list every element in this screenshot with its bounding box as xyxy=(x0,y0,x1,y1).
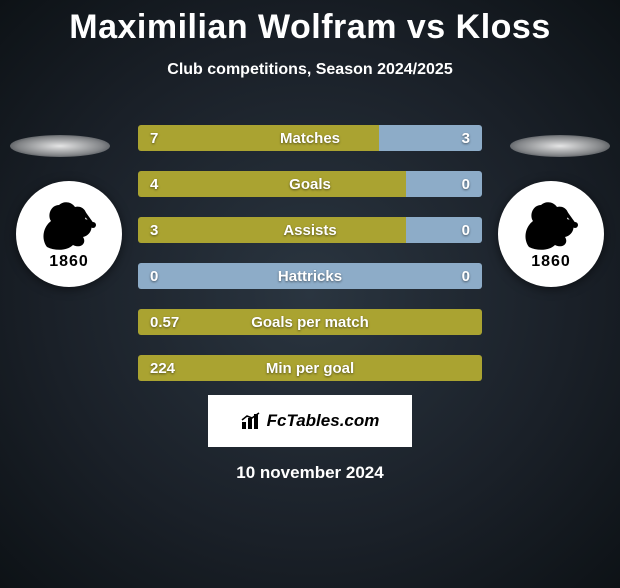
date-text: 10 november 2024 xyxy=(0,463,620,483)
lion-crest-icon xyxy=(37,197,101,251)
page-subtitle: Club competitions, Season 2024/2025 xyxy=(0,61,620,79)
attribution-badge: FcTables.com xyxy=(210,397,410,445)
team-badge-left: 1860 xyxy=(16,181,122,287)
stat-value-right: 3 xyxy=(462,130,470,147)
stat-bar-left-segment: 0 xyxy=(138,263,310,289)
stat-bar-right-segment: 0 xyxy=(406,217,482,243)
badge-year-left: 1860 xyxy=(49,253,89,271)
shadow-left xyxy=(10,135,110,157)
page-title: Maximilian Wolfram vs Kloss xyxy=(0,8,620,47)
stat-bar-left-segment: 224 xyxy=(138,355,470,381)
stat-bar-left-segment: 4 xyxy=(138,171,406,197)
lion-crest-icon xyxy=(519,197,583,251)
stat-bar-right-segment xyxy=(470,309,482,335)
stat-bar-right-segment: 0 xyxy=(310,263,482,289)
stat-bar-left-segment: 0.57 xyxy=(138,309,470,335)
stat-value-right: 0 xyxy=(462,222,470,239)
stat-bar: 224Min per goal xyxy=(138,355,482,381)
chart-icon xyxy=(241,412,263,430)
shadow-right xyxy=(510,135,610,157)
stat-value-left: 224 xyxy=(150,360,175,377)
stat-bar: 73Matches xyxy=(138,125,482,151)
stat-value-left: 4 xyxy=(150,176,158,193)
stat-bar: 30Assists xyxy=(138,217,482,243)
stat-bar: 00Hattricks xyxy=(138,263,482,289)
badge-year-right: 1860 xyxy=(531,253,571,271)
comparison-stage: 1860 1860 73Matches40Goals30Assists00Hat… xyxy=(0,125,620,385)
stat-bar-left-segment: 3 xyxy=(138,217,406,243)
stat-value-right: 0 xyxy=(462,176,470,193)
stat-bar-right-segment: 0 xyxy=(406,171,482,197)
stat-bar-right-segment xyxy=(470,355,482,381)
stat-value-left: 7 xyxy=(150,130,158,147)
stat-value-left: 0.57 xyxy=(150,314,179,331)
stat-value-right: 0 xyxy=(462,268,470,285)
attribution-text: FcTables.com xyxy=(267,411,380,431)
stat-value-left: 0 xyxy=(150,268,158,285)
stat-bar-left-segment: 7 xyxy=(138,125,379,151)
team-badge-right: 1860 xyxy=(498,181,604,287)
stat-bars: 73Matches40Goals30Assists00Hattricks0.57… xyxy=(138,125,482,401)
stat-bar: 40Goals xyxy=(138,171,482,197)
stat-bar: 0.57Goals per match xyxy=(138,309,482,335)
stat-bar-right-segment: 3 xyxy=(379,125,482,151)
stat-value-left: 3 xyxy=(150,222,158,239)
